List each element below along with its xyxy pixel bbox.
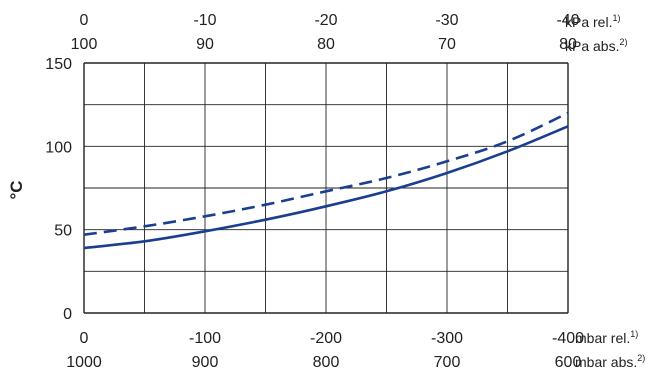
top-rel-unit-label: kPa rel.1) xyxy=(565,13,620,30)
x-tick-label-rel: 0 xyxy=(80,330,89,347)
top-tick-label-abs: 80 xyxy=(559,36,577,53)
x-tick-label-rel: -200 xyxy=(310,330,342,347)
grid xyxy=(83,62,569,314)
y-tick-label: 150 xyxy=(45,56,72,73)
x-tick-label-rel: -300 xyxy=(431,330,463,347)
top-tick-label-rel: -20 xyxy=(314,12,337,29)
y-axis-label: °C xyxy=(7,180,26,199)
x-tick-label-abs: 900 xyxy=(192,354,219,371)
top-abs-unit-label: kPa abs.2) xyxy=(565,37,628,54)
x-tick-label-abs: 800 xyxy=(313,354,340,371)
x-tick-label-rel: -100 xyxy=(189,330,221,347)
x-tick-label-rel: -400 xyxy=(552,330,584,347)
x-axis-top-ticks: 0 -10 -20 -30 -40 100 90 80 70 80 xyxy=(71,12,580,53)
top-tick-label-abs: 70 xyxy=(438,36,456,53)
series-line-solid xyxy=(83,125,569,250)
top-tick-label-rel: -40 xyxy=(556,12,579,29)
series-line-dashed xyxy=(83,111,569,236)
y-tick-label: 100 xyxy=(45,139,72,156)
y-tick-label: 50 xyxy=(54,223,72,240)
bottom-rel-unit-label: mbar rel.1) xyxy=(575,329,638,346)
x-axis-bottom-ticks: 0 -100 -200 -300 -400 1000 900 800 700 600 xyxy=(66,330,584,371)
y-axis-ticks: 0 50 100 150 xyxy=(45,56,72,323)
top-tick-label-abs: 80 xyxy=(317,36,335,53)
top-tick-label-abs: 90 xyxy=(196,36,214,53)
y-tick-label: 0 xyxy=(63,306,72,323)
top-tick-label-abs: 100 xyxy=(71,36,98,53)
x-tick-label-abs: 1000 xyxy=(66,354,102,371)
bottom-abs-unit-label: mbar abs.2) xyxy=(575,353,645,370)
x-tick-label-abs: 600 xyxy=(555,354,582,371)
top-tick-label-rel: -30 xyxy=(435,12,458,29)
series-lines xyxy=(83,111,569,250)
top-tick-label-rel: -10 xyxy=(193,12,216,29)
top-tick-label-rel: 0 xyxy=(80,12,89,29)
x-tick-label-abs: 700 xyxy=(434,354,461,371)
